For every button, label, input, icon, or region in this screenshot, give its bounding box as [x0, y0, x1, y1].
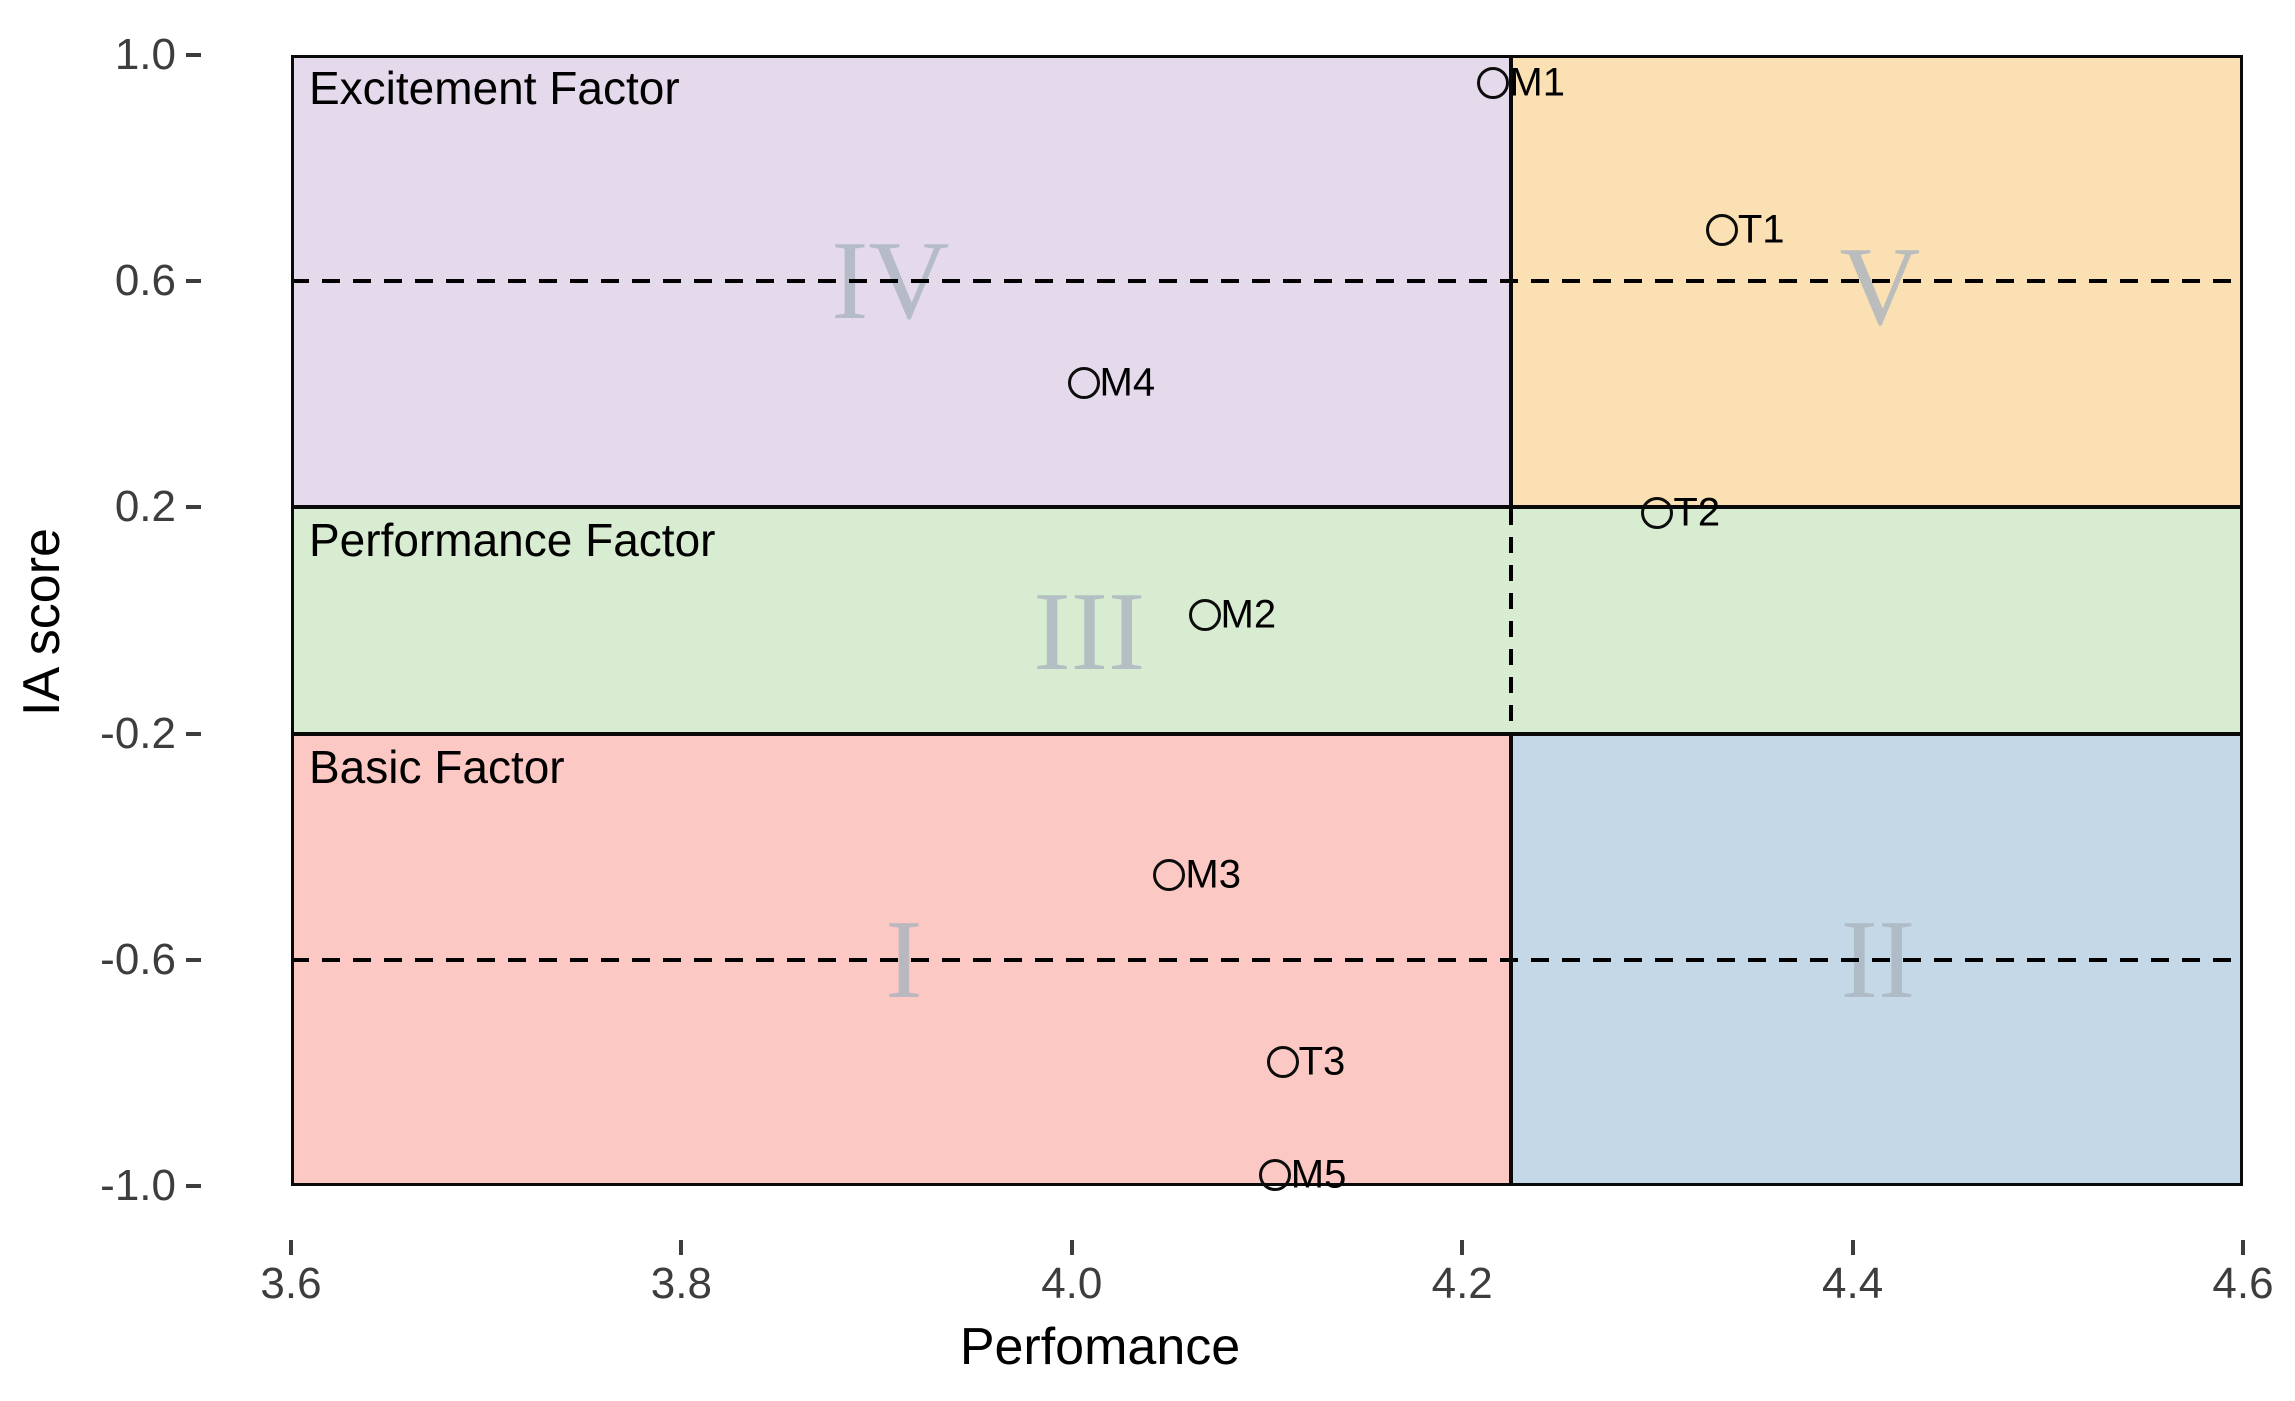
split-vline-top: [1509, 55, 1513, 508]
region-label-IV: Excitement Factor: [309, 62, 680, 114]
y-tick-label-0.2: 0.2: [114, 482, 176, 532]
data-point-label-T2: T2: [1673, 490, 1721, 535]
data-point-T1: [1705, 214, 1738, 247]
quadrant-numeral-III: III: [1033, 569, 1146, 694]
data-point-label-M2: M2: [1220, 592, 1277, 637]
data-point-T2: [1641, 497, 1674, 530]
y-tick-label-0.6: 0.6: [114, 256, 176, 306]
x-tick-3.6: [289, 1240, 293, 1255]
x-tick-4.4: [1850, 1240, 1855, 1255]
y-tick-label-1.0: 1.0: [114, 30, 176, 79]
data-point-label-M5: M5: [1290, 1152, 1347, 1197]
y-tick-label--0.6: -0.6: [100, 934, 176, 984]
data-point-label-M4: M4: [1099, 360, 1156, 405]
y-tick-label--1.0: -1.0: [100, 1161, 176, 1210]
x-tick-label-4.0: 4.0: [1041, 1259, 1103, 1308]
y-tick-0.6: [186, 279, 201, 284]
x-tick-3.8: [679, 1240, 684, 1255]
x-tick-4.6: [2241, 1240, 2245, 1255]
y-tick--0.2: [186, 731, 201, 736]
x-tick-label-4.6: 4.6: [2212, 1259, 2274, 1308]
data-point-M3: [1153, 858, 1186, 891]
region-III: [291, 507, 2243, 734]
data-point-label-T3: T3: [1298, 1039, 1346, 1084]
y-tick-0.2: [186, 505, 201, 510]
x-tick-label-3.6: 3.6: [260, 1259, 322, 1308]
data-point-M1: [1477, 67, 1510, 100]
x-tick-label-4.2: 4.2: [1431, 1259, 1493, 1308]
region-label-I: Basic Factor: [309, 740, 565, 793]
split-hline-1: [291, 731, 2243, 736]
data-point-M5: [1258, 1158, 1291, 1191]
y-tick--1.0: [186, 1184, 201, 1188]
region-label-III: Performance Factor: [309, 514, 716, 567]
x-axis-title: Perfomance: [959, 1318, 1241, 1376]
dashed-hline-1: [291, 957, 2243, 962]
split-hline-0: [291, 505, 2243, 510]
x-tick-label-3.8: 3.8: [650, 1259, 712, 1308]
y-tick-1.0: [186, 53, 201, 57]
data-point-label-M1: M1: [1509, 60, 1565, 105]
data-point-label-M3: M3: [1185, 852, 1241, 897]
y-tick--0.6: [186, 957, 201, 962]
dashed-vline: [1509, 509, 1513, 732]
data-point-M2: [1188, 598, 1221, 631]
x-tick-4.2: [1460, 1240, 1465, 1255]
x-tick-4.0: [1069, 1240, 1074, 1255]
dashed-hline-0: [291, 279, 2243, 284]
x-tick-label-4.4: 4.4: [1822, 1259, 1884, 1308]
data-point-T3: [1266, 1045, 1299, 1078]
data-point-M4: [1067, 366, 1100, 399]
data-point-label-T1: T1: [1737, 207, 1785, 252]
y-tick-label--0.2: -0.2: [100, 708, 176, 758]
quadrant-numeral-V: V: [1839, 224, 1921, 349]
split-vline-bottom: [1509, 733, 1513, 1186]
